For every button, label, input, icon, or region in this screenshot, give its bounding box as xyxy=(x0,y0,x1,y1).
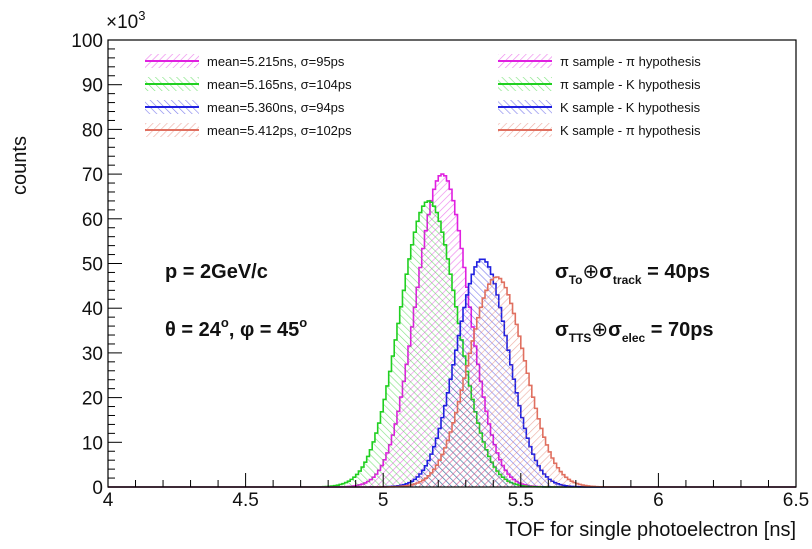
legend-label: mean=5.165ns, σ=104ps xyxy=(207,77,352,92)
time-resolution-annotation-2: σTTS⊕σelec = 70ps xyxy=(555,319,714,345)
legend-label: π sample - π hypothesis xyxy=(560,54,701,69)
legend-label: mean=5.412ps, σ=102ps xyxy=(207,123,352,138)
y-tick-label: 50 xyxy=(82,255,103,276)
y-tick-label: 90 xyxy=(82,76,103,97)
y-axis-title: counts xyxy=(9,136,31,195)
momentum-annotation: p = 2GeV/c xyxy=(165,261,268,283)
y-tick-label: 100 xyxy=(71,31,103,52)
x-tick-label: 4 xyxy=(103,490,114,511)
time-resolution-annotation-1: σTo⊕σtrack = 40ps xyxy=(555,261,710,287)
legend-label: π sample - K hypothesis xyxy=(560,77,701,92)
y-tick-label: 30 xyxy=(82,344,103,365)
angles-annotation: θ = 24o, φ = 45o xyxy=(165,315,307,341)
x-tick-label: 6 xyxy=(653,490,664,511)
x-tick-label: 6.5 xyxy=(783,490,809,511)
axis-layer: 0 10 20 30 40 50 60 70 80 90 100 4 4.5 5 5.5 6 6.5 xyxy=(71,31,809,511)
x-axis-title: TOF for single photoelectron [ns] xyxy=(505,519,796,541)
y-tick-label: 60 xyxy=(82,210,103,231)
y-tick-label: 0 xyxy=(92,478,103,499)
x-tick-label: 5.5 xyxy=(508,490,534,511)
legend: mean=5.215ns, σ=95ps mean=5.165ns, σ=104p… xyxy=(145,54,701,138)
y-tick-label: 20 xyxy=(82,389,103,410)
legend-label: mean=5.360ns, σ=94ps xyxy=(207,100,345,115)
series-fill-3 xyxy=(108,277,796,487)
x-tick-label: 4.5 xyxy=(232,490,258,511)
y-tick-label: 40 xyxy=(82,299,103,320)
series-fill-1 xyxy=(108,200,796,488)
y-tick-label: 70 xyxy=(82,165,103,186)
legend-label: K sample - K hypothesis xyxy=(560,100,701,115)
x-tick-label: 5 xyxy=(378,490,389,511)
y-tick-label: 10 xyxy=(82,433,103,454)
y-tick-label: 80 xyxy=(82,120,103,141)
y-multiplier: ×103 xyxy=(106,8,145,33)
legend-label: K sample - π hypothesis xyxy=(560,123,701,138)
legend-label: mean=5.215ns, σ=95ps xyxy=(207,54,345,69)
